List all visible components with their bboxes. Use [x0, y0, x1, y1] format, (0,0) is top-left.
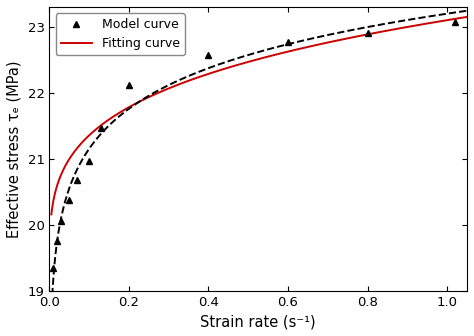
Line: Model curve: Model curve	[50, 18, 458, 271]
Model curve	[452, 20, 458, 24]
Model curve	[58, 219, 64, 223]
Model curve	[74, 178, 80, 182]
Model curve	[98, 126, 104, 130]
Model curve	[86, 159, 92, 163]
Fitting curve	[464, 15, 470, 19]
Fitting curve	[155, 91, 161, 95]
Line: Fitting curve: Fitting curve	[51, 17, 467, 214]
Fitting curve	[48, 212, 54, 216]
X-axis label: Strain rate (s⁻¹): Strain rate (s⁻¹)	[201, 314, 316, 329]
Fitting curve	[293, 48, 299, 52]
Fitting curve	[122, 108, 128, 112]
Model curve	[365, 31, 371, 35]
Model curve	[55, 239, 60, 243]
Model curve	[206, 53, 211, 57]
Model curve	[285, 40, 291, 44]
Model curve	[66, 198, 72, 202]
Y-axis label: Effective stress τₑ (MPa): Effective stress τₑ (MPa)	[7, 60, 22, 238]
Model curve	[126, 83, 132, 87]
Model curve	[51, 265, 56, 269]
Fitting curve	[237, 62, 242, 67]
Fitting curve	[362, 33, 367, 37]
Fitting curve	[326, 40, 332, 44]
Legend: Model curve, Fitting curve: Model curve, Fitting curve	[55, 13, 185, 55]
